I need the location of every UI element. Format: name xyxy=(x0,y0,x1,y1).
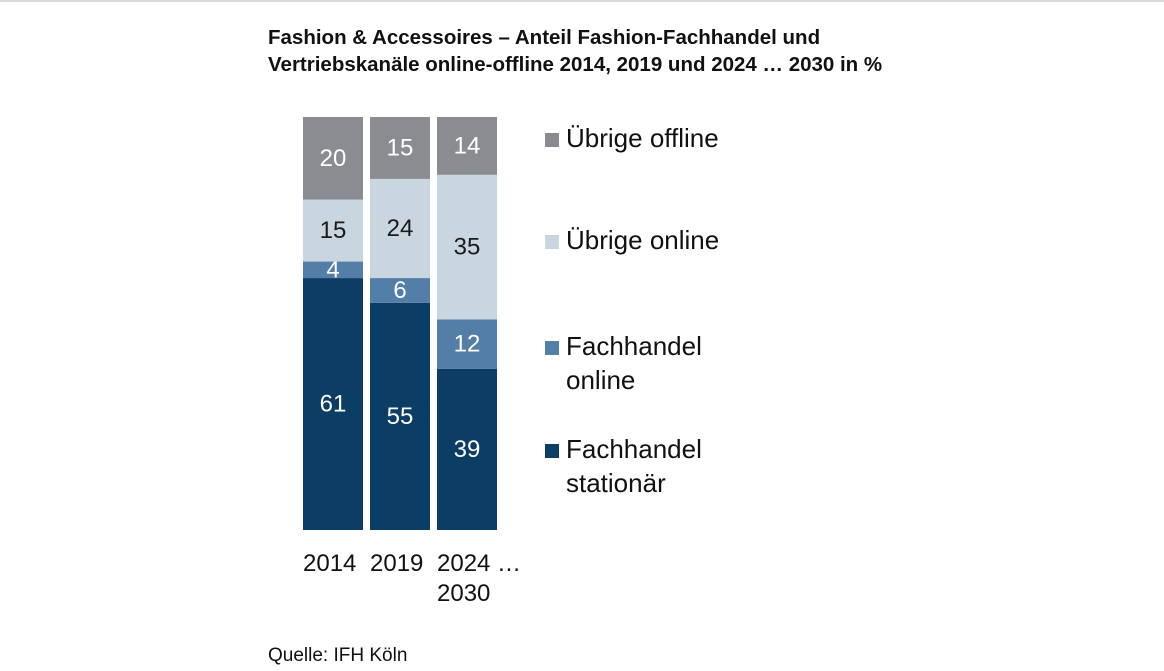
bar-value-label: 4 xyxy=(326,256,339,283)
bar-segment-0-2 xyxy=(437,368,497,530)
legend-label: stationär xyxy=(566,468,666,498)
chart-title: Fashion & Accessoires – Anteil Fashion-F… xyxy=(268,24,1028,78)
bar-value-label: 20 xyxy=(320,145,347,172)
legend-label: Übrige online xyxy=(566,225,719,255)
legend-swatch xyxy=(545,444,559,458)
bar-value-label: 12 xyxy=(454,331,481,358)
bar-value-label: 24 xyxy=(387,215,414,242)
bar-segment-3-1 xyxy=(370,117,430,179)
bar-segment-0-1 xyxy=(370,302,430,530)
bar-value-label: 15 xyxy=(387,134,414,161)
legend-label: Fachhandel xyxy=(566,434,702,464)
bar-segment-2-0 xyxy=(303,199,363,262)
bar-value-label: 55 xyxy=(387,403,414,430)
source-note: Quelle: IFH Köln xyxy=(268,645,408,666)
legend-swatch xyxy=(545,133,559,147)
bar-value-label: 35 xyxy=(454,234,481,261)
bar-value-label: 14 xyxy=(454,132,481,159)
bar-value-label: 15 xyxy=(320,217,347,244)
legend-label: Übrige offline xyxy=(566,123,719,153)
bar-value-label: 39 xyxy=(454,436,481,463)
legend-swatch xyxy=(545,235,559,249)
legend-label: Fachhandel xyxy=(566,331,702,361)
legend-label: online xyxy=(566,365,635,395)
bar-segment-2-1 xyxy=(370,178,430,279)
bar-segment-1-2 xyxy=(437,319,497,369)
bar-value-label: 61 xyxy=(320,391,347,418)
x-tick-label: 2030 xyxy=(437,580,490,607)
legend-swatch xyxy=(545,341,559,355)
bar-segment-1-1 xyxy=(370,278,430,303)
bar-segment-2-2 xyxy=(437,174,497,320)
top-divider-line xyxy=(0,0,1164,2)
bar-segment-0-0 xyxy=(303,278,363,530)
bar-segment-3-2 xyxy=(437,117,497,175)
chart-title-line-1: Fashion & Accessoires – Anteil Fashion-F… xyxy=(268,26,821,49)
x-tick-label: 2014 xyxy=(303,550,356,577)
x-tick-label: 2019 xyxy=(370,550,423,577)
x-tick-label: 2024 … xyxy=(437,550,521,577)
bar-value-label: 6 xyxy=(393,277,406,304)
bar-segment-1-0 xyxy=(303,261,363,279)
chart-title-line-2: Vertriebskanäle online-offline 2014, 201… xyxy=(268,53,883,76)
bar-segment-3-0 xyxy=(303,117,363,200)
